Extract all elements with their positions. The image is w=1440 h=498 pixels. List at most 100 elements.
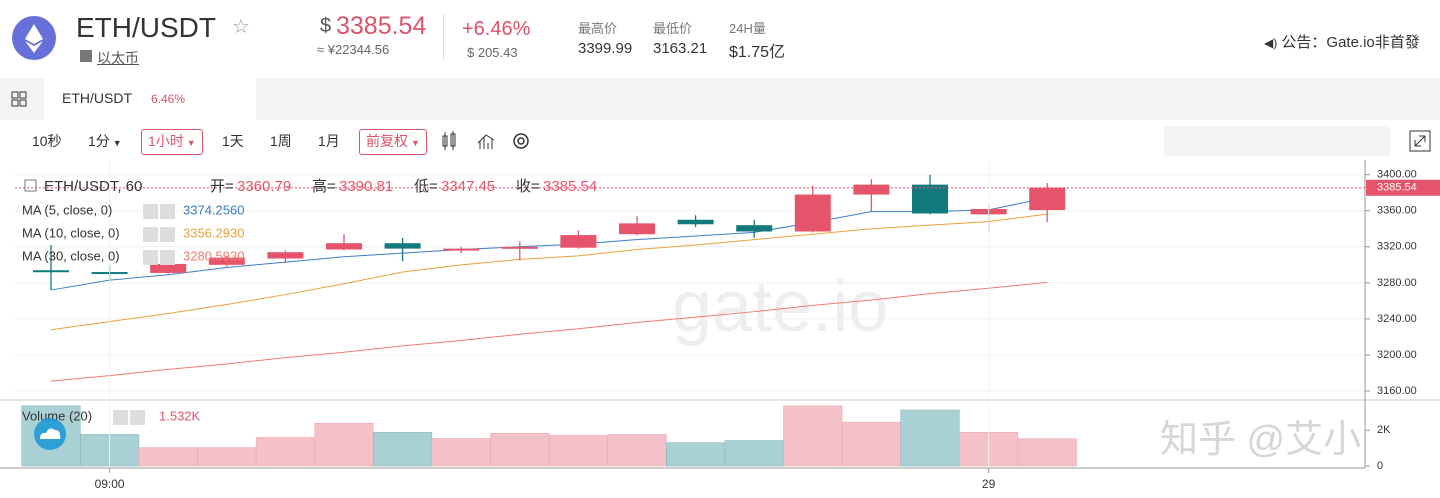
ma-legend-name: MA (10, close, 0) bbox=[22, 225, 120, 240]
volume-bar bbox=[548, 435, 608, 467]
ma-legend-value: 3280.5930 bbox=[183, 248, 244, 263]
interval-button[interactable]: 1周 bbox=[270, 129, 292, 153]
volume-bar bbox=[197, 447, 257, 467]
legend-title: ETH/USDT, 60 bbox=[44, 178, 142, 195]
close-icon bbox=[130, 410, 145, 425]
candle-body bbox=[912, 184, 948, 214]
interval-button-label: 1小时 bbox=[148, 133, 184, 149]
divider bbox=[443, 14, 444, 60]
low-label: 最低价 bbox=[653, 21, 693, 36]
price-cny: ≈ ¥22344.56 bbox=[317, 42, 390, 57]
favorite-star[interactable]: ☆ bbox=[232, 16, 250, 38]
change-abs: $ 205.43 bbox=[467, 45, 518, 60]
interval-button-label: 1周 bbox=[270, 133, 292, 149]
volume-bar bbox=[607, 434, 667, 467]
y-tick-label: 3160.00 bbox=[1377, 385, 1417, 397]
fullscreen-icon[interactable] bbox=[1409, 130, 1431, 152]
candle-body bbox=[794, 194, 831, 232]
ohlc-label: 开= bbox=[210, 178, 234, 195]
candle-body bbox=[208, 257, 245, 265]
logo-cloud bbox=[40, 428, 61, 439]
notice[interactable]: ◀) 公告：Gate.io非首發 bbox=[1264, 34, 1420, 51]
tab[interactable]: ETH/USDT 6.46% bbox=[44, 78, 256, 120]
candle-body bbox=[443, 248, 480, 251]
volume-bar bbox=[431, 438, 491, 467]
adjust-button-label: 前复权 bbox=[366, 133, 408, 149]
volume-bar bbox=[666, 442, 726, 467]
interval-button-label: 10秒 bbox=[32, 133, 62, 149]
y-tick-label: 3200.00 bbox=[1377, 349, 1417, 361]
view-switch bbox=[1164, 126, 1390, 156]
settings-icon bbox=[113, 410, 128, 425]
ohlc-value: 3385.54 bbox=[543, 178, 597, 195]
volume-bar bbox=[841, 421, 901, 467]
ohlc-value: 3360.79 bbox=[237, 178, 291, 195]
logo-watermark: gate.io bbox=[672, 267, 888, 347]
volume-label: 24H量 bbox=[729, 21, 766, 36]
candle-body bbox=[619, 223, 655, 235]
close-icon bbox=[160, 204, 175, 219]
low: 3163.21 bbox=[653, 40, 708, 57]
high-label: 最高价 bbox=[578, 21, 618, 36]
candle-body bbox=[1029, 187, 1066, 211]
eth-logo bbox=[12, 16, 56, 60]
dropdown-arrow: ▼ bbox=[186, 138, 196, 148]
volume-legend-name: Volume (20) bbox=[22, 408, 92, 423]
candle-body bbox=[853, 184, 890, 195]
volume-bar bbox=[138, 447, 198, 467]
x-tick-label: 29 bbox=[982, 477, 996, 491]
watermark: 知乎 @艾小白 bbox=[1160, 419, 1399, 461]
ma-legend-name: MA (5, close, 0) bbox=[22, 202, 112, 217]
change-pct: +6.46% bbox=[462, 18, 531, 40]
legend-toggle bbox=[24, 179, 37, 192]
candle-body bbox=[150, 263, 187, 273]
last-price-label: 3385.54 bbox=[1377, 182, 1417, 194]
x-tick-label: 09:00 bbox=[95, 477, 125, 491]
coin-name[interactable]: 以太币 bbox=[97, 50, 139, 66]
candle-body bbox=[560, 235, 597, 248]
volume-bar bbox=[783, 405, 843, 467]
header: ETH/USDT ☆ 以太币 $ 3385.54 ≈ ¥22344.56 +6.… bbox=[0, 0, 1440, 76]
candle-body bbox=[326, 243, 362, 250]
volume-bar bbox=[900, 409, 960, 467]
volume-bar bbox=[490, 433, 550, 467]
volume-bar bbox=[724, 440, 784, 467]
ohlc-label: 高= bbox=[312, 178, 336, 195]
candle-body bbox=[501, 246, 538, 249]
candle-body bbox=[384, 243, 421, 249]
last-price-tag bbox=[1366, 179, 1440, 196]
y-tick-label: 3240.00 bbox=[1377, 313, 1417, 325]
chart: 知乎 @艾小白 gate.io 3160.00 3200.00 3240.00 328… bbox=[0, 160, 1440, 498]
ma-line bbox=[50, 281, 1048, 382]
y-tick-label: 3320.00 bbox=[1377, 241, 1417, 253]
volume-legend-value: 1.532K bbox=[159, 408, 201, 423]
coin-icon bbox=[80, 50, 92, 62]
chart-tools[interactable] bbox=[440, 131, 540, 153]
interval-button-label: 1月 bbox=[318, 133, 340, 149]
adjust-button[interactable]: 前复权 ▼ bbox=[359, 129, 427, 155]
dropdown-arrow: ▼ bbox=[112, 138, 122, 148]
interval-button[interactable]: 1小时 ▼ bbox=[141, 129, 203, 155]
interval-button[interactable]: 1分 ▼ bbox=[88, 129, 122, 153]
volume-bar bbox=[255, 437, 315, 467]
interval-button-label: 1天 bbox=[222, 133, 244, 149]
tab-pair: ETH/USDT bbox=[62, 90, 132, 106]
volume-tick-label: 0 bbox=[1377, 460, 1383, 472]
candle-body bbox=[267, 252, 304, 259]
ma-line bbox=[50, 197, 1048, 291]
grid-icon[interactable] bbox=[11, 91, 27, 107]
interval-button-label: 1分 bbox=[88, 133, 110, 149]
candle-body bbox=[33, 270, 69, 273]
ma-legend-name: MA (30, close, 0) bbox=[22, 248, 120, 263]
pair: ETH/USDT bbox=[76, 12, 216, 43]
y-tick-label: 3400.00 bbox=[1377, 169, 1417, 181]
tab-change: 6.46% bbox=[151, 92, 186, 106]
y-tick-label: 3280.00 bbox=[1377, 277, 1417, 289]
settings-icon bbox=[143, 227, 158, 242]
ohlc-label: 收= bbox=[516, 178, 540, 195]
interval-button[interactable]: 1月 bbox=[318, 129, 340, 153]
interval-button[interactable]: 10秒 bbox=[32, 129, 62, 153]
volume-bar bbox=[373, 432, 433, 467]
interval-button[interactable]: 1天 bbox=[222, 129, 244, 153]
